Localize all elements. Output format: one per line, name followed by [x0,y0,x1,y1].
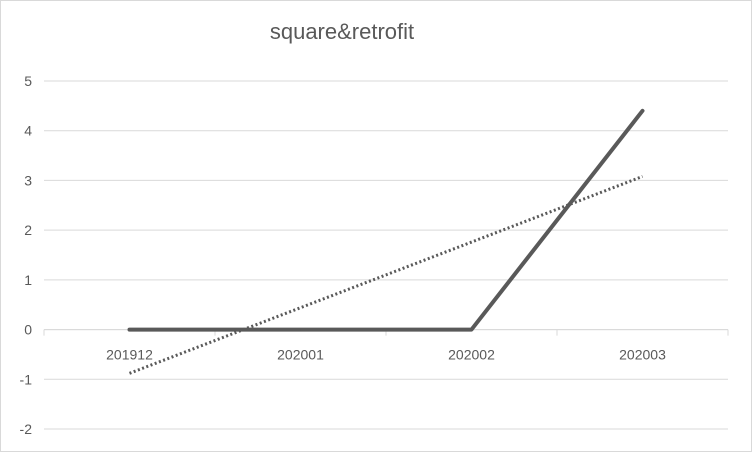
y-tick-label: 0 [24,322,32,338]
chart-title: square&retrofit [269,19,415,44]
y-tick-label: 1 [24,272,32,288]
x-axis-labels: 201912 202001 202002 202003 [106,347,666,363]
trendline-line [128,175,644,375]
data-point [642,110,643,112]
data-point [471,329,472,331]
y-axis-labels: 5 4 3 2 1 0 -1 -2 [20,73,33,437]
x-tick-label: 202002 [448,347,495,363]
x-tick-label: 201912 [106,347,153,363]
data-point [300,329,301,331]
y-tick-label: 4 [24,123,32,139]
x-tick-label: 202001 [277,347,324,363]
y-tick-label: 5 [24,73,32,89]
series-lines [127,108,645,332]
y-tick-label: 3 [24,172,32,188]
data-point [129,329,130,331]
y-tick-label: -2 [20,421,33,437]
y-tick-label: 2 [24,222,32,238]
series-line [127,108,645,332]
trendline [128,175,644,375]
y-tick-label: -1 [20,371,33,387]
x-tick-label: 202003 [619,347,666,363]
